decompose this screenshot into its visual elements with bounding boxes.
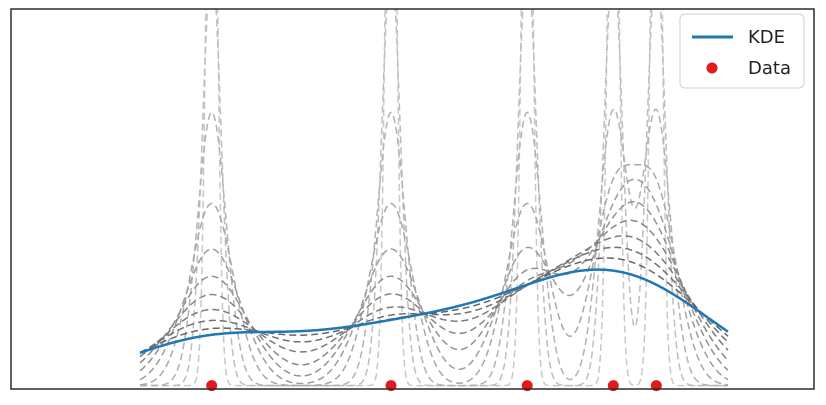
bandwidth-curve: [140, 163, 729, 387]
bandwidth-curve: [140, 108, 728, 387]
bandwidth-curve: [139, 257, 729, 353]
plot-frame: [10, 8, 815, 390]
bandwidth-curve: [139, 235, 729, 358]
legend-data-swatch: [706, 62, 718, 74]
bandwidth-curve: [139, 178, 729, 385]
bandwidth-curve: [139, 201, 729, 377]
legend-kde-label: KDE: [748, 27, 785, 48]
legend-data-label: Data: [748, 58, 791, 79]
bandwidth-curve: [139, 219, 729, 366]
legend: KDE Data: [679, 13, 805, 89]
kde-curve: [139, 268, 729, 354]
kde-layer: [139, 268, 729, 354]
bandwidth-curve: [139, 246, 729, 355]
bandwidth-curve: [140, 9, 728, 387]
